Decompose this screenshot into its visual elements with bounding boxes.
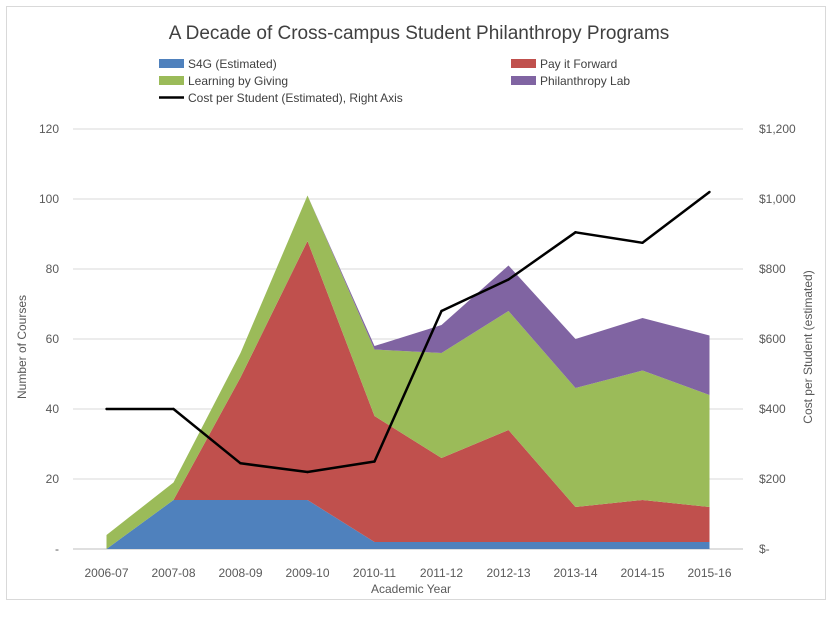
cost-point bbox=[373, 460, 376, 463]
cost-line-layer bbox=[105, 190, 711, 474]
y-axis-title: Number of Courses bbox=[15, 295, 29, 399]
x-tick-label: 2011-12 bbox=[420, 566, 463, 580]
area-s4g-estimated bbox=[106, 500, 710, 549]
y-tick-label: 20 bbox=[46, 472, 60, 486]
legend-label-cost-per-student-estimated-right-axis: Cost per Student (Estimated), Right Axis bbox=[188, 91, 403, 105]
x-tick-label: 2015-16 bbox=[687, 566, 731, 580]
legend-swatch-philanthropy-lab bbox=[511, 76, 536, 85]
cost-point bbox=[172, 407, 175, 411]
legend-swatch-pay-it-forward bbox=[511, 59, 536, 68]
cost-point bbox=[306, 470, 309, 474]
legend-label-pay-it-forward: Pay it Forward bbox=[540, 57, 617, 71]
axes: - $- 20 $200 40 $400 60 $600 80 $800 100 $1,000 120 $… bbox=[39, 122, 796, 580]
cost-per-student-line bbox=[106, 191, 711, 474]
legend-label-learning-by-giving: Learning by Giving bbox=[188, 74, 288, 88]
y-tick-label: - bbox=[55, 542, 59, 556]
chart-title: A Decade of Cross-campus Student Philant… bbox=[169, 23, 670, 44]
cost-point bbox=[440, 309, 443, 313]
x-tick-label: 2014-15 bbox=[620, 566, 664, 580]
x-tick-label: 2008-09 bbox=[218, 566, 262, 580]
right-y-tick-label: $800 bbox=[759, 262, 786, 276]
cost-point bbox=[239, 462, 242, 465]
legend: S4G (Estimated) Pay it Forward Learning by… bbox=[159, 57, 630, 105]
right-y-tick-label: $1,000 bbox=[759, 192, 796, 206]
x-tick-label: 2007-08 bbox=[151, 566, 195, 580]
cost-point bbox=[641, 241, 644, 244]
legend-label-philanthropy-lab: Philanthropy Lab bbox=[540, 74, 630, 88]
right-y-tick-label: $600 bbox=[759, 332, 786, 346]
y-tick-label: 120 bbox=[39, 122, 59, 136]
stacked-areas bbox=[106, 195, 710, 549]
right-y-axis-title: Cost per Student (estimated) bbox=[801, 270, 815, 423]
area-learning-by-giving bbox=[106, 195, 710, 549]
y-tick-label: 60 bbox=[46, 332, 60, 346]
x-tick-label: 2013-14 bbox=[553, 566, 597, 580]
y-tick-label: 40 bbox=[46, 402, 60, 416]
x-tick-label: 2012-13 bbox=[486, 566, 530, 580]
legend-label-s4g-estimated: S4G (Estimated) bbox=[188, 57, 277, 71]
x-tick-label: 2010-11 bbox=[353, 566, 396, 580]
legend-swatch-learning-by-giving bbox=[159, 76, 184, 85]
right-y-tick-label: $1,200 bbox=[759, 122, 796, 136]
cost-point bbox=[708, 190, 711, 194]
cost-point bbox=[507, 278, 510, 281]
y-tick-label: 80 bbox=[46, 262, 60, 276]
chart-frame: A Decade of Cross-campus Student Philant… bbox=[6, 6, 826, 600]
cost-point bbox=[574, 231, 577, 234]
x-tick-label: 2006-07 bbox=[84, 566, 128, 580]
right-y-tick-label: $- bbox=[759, 542, 770, 556]
area-pay-it-forward bbox=[106, 241, 710, 549]
legend-swatch-s4g-estimated bbox=[159, 59, 184, 68]
right-y-tick-label: $400 bbox=[759, 402, 786, 416]
chart: A Decade of Cross-campus Student Philant… bbox=[15, 23, 815, 596]
x-tick-label: 2009-10 bbox=[285, 566, 329, 580]
area-philanthropy-lab bbox=[106, 195, 710, 535]
cost-point bbox=[105, 407, 108, 411]
x-axis-title: Academic Year bbox=[371, 582, 451, 596]
y-tick-label: 100 bbox=[39, 192, 59, 206]
right-y-tick-label: $200 bbox=[759, 472, 786, 486]
